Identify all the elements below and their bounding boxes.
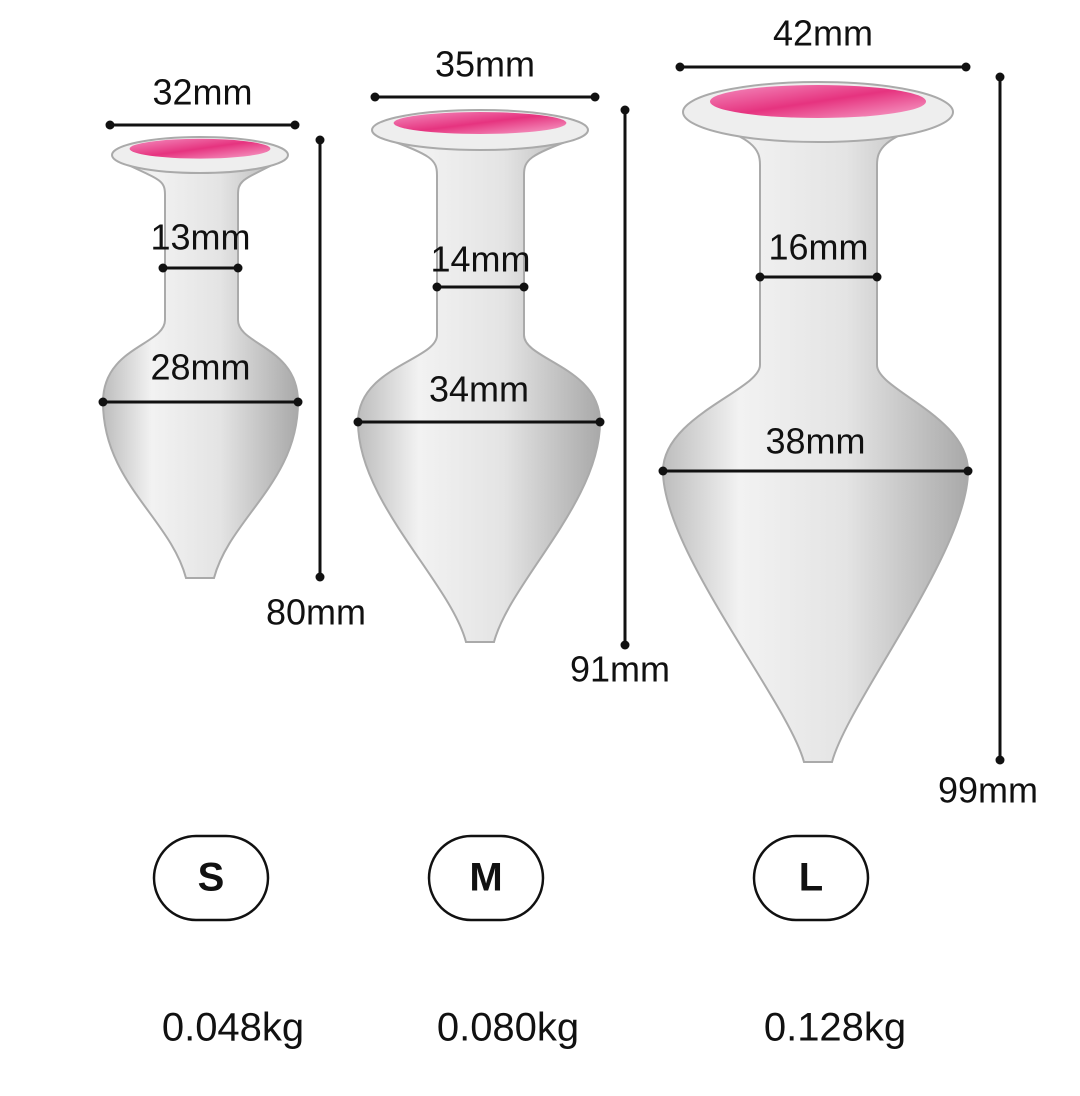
neck-width: 13mm (150, 217, 250, 258)
product-shapes (101, 81, 970, 763)
dimension-end (315, 572, 325, 582)
dimension-end (233, 263, 243, 273)
gem (129, 138, 271, 159)
gem (393, 112, 567, 134)
body-width: 34mm (429, 369, 529, 410)
top-width: 35mm (435, 44, 535, 85)
size-badge (152, 834, 270, 922)
dimension-end (98, 397, 108, 407)
glass-body (356, 137, 602, 643)
top-width: 42mm (773, 13, 873, 54)
dimension-end (675, 62, 685, 72)
labels: 32mm 13mm 28mm 80mm S 0.048kg 35mm 14mm 34mm 91mm… (98, 13, 1038, 1050)
height: 80mm (266, 592, 366, 633)
dimension-end (519, 282, 529, 292)
height: 91mm (570, 649, 670, 690)
dimension-end (963, 466, 973, 476)
dimension-end (620, 105, 630, 115)
size-label: S (198, 856, 225, 900)
dimension-end (872, 272, 882, 282)
weight: 0.128kg (764, 1006, 906, 1050)
dimension-end (105, 120, 115, 130)
height: 99mm (938, 770, 1038, 811)
body-width: 38mm (765, 421, 865, 462)
size-badge (752, 834, 870, 922)
dimension-end (290, 120, 300, 130)
neck-width: 14mm (430, 239, 530, 280)
dimension-end (432, 282, 442, 292)
dimension-end (158, 263, 168, 273)
dimension-end (595, 417, 605, 427)
top-width: 32mm (152, 72, 252, 113)
weight: 0.048kg (162, 1006, 304, 1050)
dimension-end (658, 466, 668, 476)
dimension-end (315, 135, 325, 145)
weight: 0.080kg (437, 1006, 579, 1050)
dimension-end (590, 92, 600, 102)
glass-body (101, 162, 300, 579)
dimension-end (370, 92, 380, 102)
neck-width: 16mm (768, 227, 868, 268)
dimension-end (293, 397, 303, 407)
size-label: L (799, 856, 823, 900)
dimension-end (353, 417, 363, 427)
dimension-end (620, 640, 630, 650)
dimension-end (995, 755, 1005, 765)
dimension-end (995, 72, 1005, 82)
size-badge (427, 834, 545, 922)
glass-body (661, 119, 970, 763)
size-label: M (469, 856, 502, 900)
gem (710, 85, 926, 118)
dimension-end (961, 62, 971, 72)
body-width: 28mm (150, 347, 250, 388)
dimension-end (755, 272, 765, 282)
